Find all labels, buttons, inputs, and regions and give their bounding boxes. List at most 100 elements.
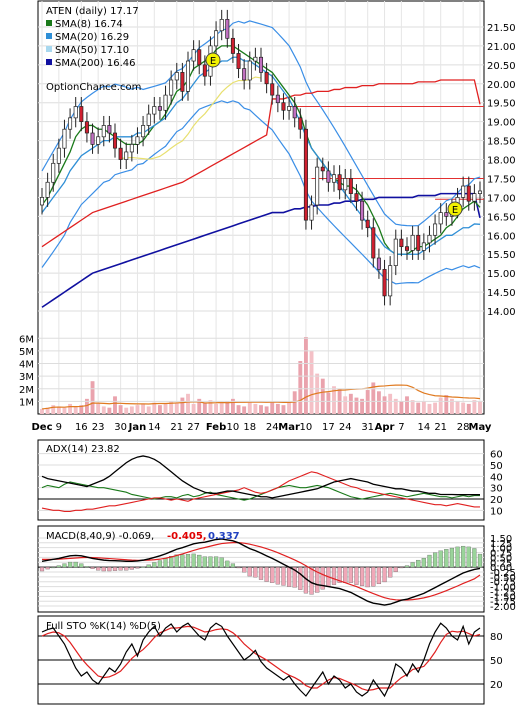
legend-label: SMA(50) 17.10 (55, 45, 129, 56)
panel-tick-label: 50 (490, 656, 503, 667)
candle-body (388, 265, 393, 297)
candle-body (185, 60, 191, 92)
candle-body (230, 37, 235, 54)
panel-tick-label: -0.75 (490, 578, 516, 589)
panel-tick-label: 0.75 (490, 549, 512, 560)
volume-bar (433, 402, 438, 414)
candle-body (214, 30, 219, 47)
panel-tick-label: 10 (490, 506, 503, 517)
panel-tick-label: 40 (490, 472, 503, 483)
legend: ATEN (daily) 17.17 SMA(8) 16.74 SMA(20) 1… (46, 6, 141, 93)
candle-body (472, 193, 477, 202)
candle-body (376, 257, 381, 270)
volume-bar (264, 406, 269, 414)
volume-bar (298, 361, 303, 414)
candle-body (264, 72, 269, 85)
candle-body (444, 212, 449, 217)
volume-bar (427, 403, 432, 414)
macd-histogram-bar (197, 554, 202, 568)
volume-bar (287, 402, 292, 414)
macd-histogram-bar (208, 556, 213, 568)
macd-histogram-bar (253, 566, 258, 578)
volume-bar (343, 396, 348, 414)
volume-bar (96, 402, 101, 414)
candle-body (320, 166, 325, 172)
candle-body (180, 72, 185, 92)
date-tick-label: 18 (243, 422, 256, 433)
macd-histogram-bar (359, 566, 365, 586)
volume-bar (444, 395, 449, 414)
candle-body (174, 72, 179, 81)
volume-bar (90, 381, 95, 414)
macd-histogram-bar (230, 563, 236, 568)
candle-body (382, 269, 387, 297)
candle-body (101, 125, 106, 138)
date-tick-label: 28 (457, 422, 470, 433)
legend-swatch (46, 59, 52, 65)
volume-bar (466, 403, 471, 414)
macd-histogram-bar (67, 561, 73, 568)
date-tick-label: 14 (148, 422, 161, 433)
date-tick-label: Feb (206, 422, 226, 433)
candle-body (135, 136, 140, 145)
macd-histogram-bar (163, 558, 168, 568)
macd-histogram-bar (444, 549, 449, 568)
macd-histogram-bar (152, 562, 157, 568)
volume-bar (376, 391, 381, 414)
volume-bar (449, 398, 454, 414)
candle-body (96, 136, 101, 145)
candle-body (62, 128, 67, 149)
candle-body (298, 117, 303, 130)
candle-body (438, 212, 443, 225)
price-tick-label: 14.50 (487, 288, 516, 299)
macd-histogram-bar (247, 566, 252, 577)
macd-histogram-bar (112, 566, 118, 571)
panel-tick-label: -1.75 (490, 597, 516, 608)
volume-bar (68, 403, 73, 414)
candle-body (287, 106, 292, 111)
macd-signal-line (42, 542, 481, 601)
candle-body (253, 56, 258, 62)
candle-body (247, 60, 252, 81)
volume-bar (40, 408, 44, 414)
volume-bar (186, 393, 190, 414)
volume-bar (51, 405, 56, 414)
macd-histogram-bar (477, 553, 483, 568)
macd-histogram-bar (146, 564, 151, 568)
macd-histogram-bar (382, 566, 387, 583)
macd-histogram-bar (264, 566, 269, 582)
macd-histogram-bar (191, 553, 196, 568)
volume-bar (360, 398, 365, 414)
date-tick-label: 17 (322, 422, 335, 433)
macd-line (41, 538, 481, 606)
macd-histogram-bar (320, 566, 325, 590)
volume-bar (45, 407, 50, 414)
candle-body (169, 79, 174, 96)
date-tick-label: 31 (361, 422, 374, 433)
candle-body (225, 19, 230, 39)
candle-body (331, 174, 337, 183)
candle-body (129, 144, 134, 153)
volume-bar (163, 403, 168, 414)
macd-histogram-bar (101, 566, 106, 572)
minus-di-line (41, 471, 480, 513)
date-tick-label: 14 (417, 422, 430, 433)
panel-tick-label: 0.50 (490, 553, 512, 564)
volume-bar (84, 398, 89, 414)
candle-body (157, 106, 162, 111)
volume-bar (124, 407, 129, 414)
volume-bar (197, 398, 202, 414)
volume-bar (348, 393, 353, 414)
adx-line (41, 455, 481, 499)
candle-body (365, 219, 370, 229)
volume-bar (253, 403, 258, 414)
macd-histogram-bar (376, 566, 382, 585)
bollinger-lower-line (41, 100, 481, 285)
sma-red-line (41, 79, 481, 248)
candle-body (242, 68, 247, 81)
candle-body (118, 147, 123, 160)
macd-histogram-bar (185, 554, 191, 568)
panel-tick-label: 60 (490, 450, 503, 461)
volume-bar (405, 396, 409, 414)
